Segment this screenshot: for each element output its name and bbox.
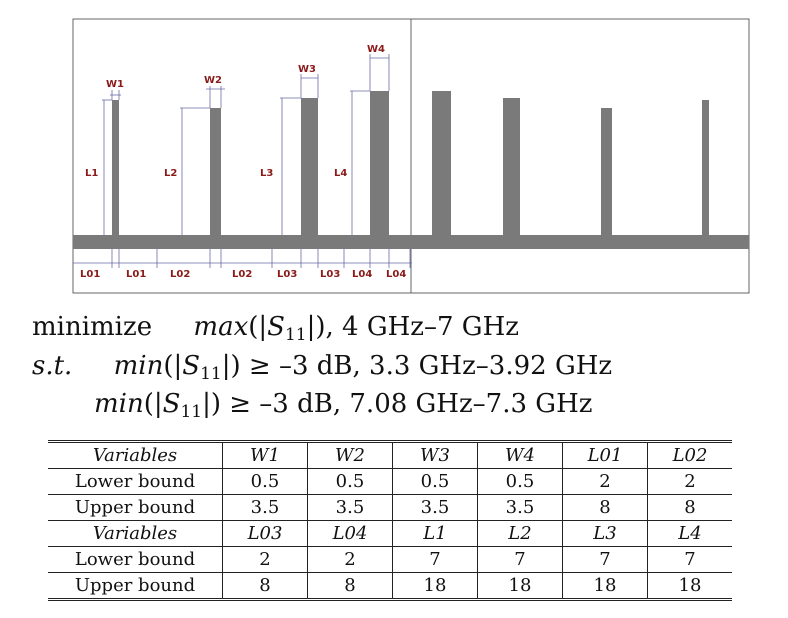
minimize-word: minimize [32,312,153,342]
table-row: Variables W1 W2 W3 W4 L01 L02 [48,440,732,469]
table-cell: 18 [477,572,563,601]
stub-4 [370,91,389,235]
row-header-cell: Upper bound [48,572,223,601]
table-cell: 7 [562,546,648,573]
stub-3 [301,98,318,235]
table-cell: L2 [477,520,563,547]
s-symbol-2: S [182,351,201,381]
table-row: Upper bound 3.5 3.5 3.5 3.5 8 8 [48,494,732,521]
stub-1 [112,100,119,235]
row-header-cell: Upper bound [48,494,223,521]
table-row: Upper bound 8 8 18 18 18 18 [48,572,732,601]
label-l01-a: L01 [80,269,100,280]
label-l4: L4 [334,168,347,179]
table-cell: L4 [647,520,732,547]
s-subscript-1: 11 [284,325,307,345]
table-cell: 8 [307,572,393,601]
constraint-range-1: ≥ –3 dB, 3.3 GHz–3.92 GHz [240,351,613,381]
row-header-cell: Variables [48,520,223,547]
table-cell: 3.5 [222,494,308,521]
table-cell: 8 [562,494,648,521]
st-word: s.t. [32,351,73,381]
objective-range: , 4 GHz–7 GHz [325,312,519,342]
table-row: Lower bound 0.5 0.5 0.5 0.5 2 2 [48,468,732,495]
table-cell: L3 [562,520,648,547]
table-cell: 8 [647,494,732,521]
label-w1: W1 [106,79,124,90]
label-l02-b: L02 [232,269,252,280]
arg-open-1: (| [248,312,268,342]
constraint-range-2: ≥ –3 dB, 7.08 GHz–7.3 GHz [220,389,593,419]
table-cell: 3.5 [307,494,393,521]
constraint-line-1: s.t. min(|S11|) ≥ –3 dB, 3.3 GHz–3.92 GH… [32,351,788,384]
table-cell: 2 [647,468,732,495]
table-cell: L04 [307,520,393,547]
table-cell: 0.5 [222,468,308,495]
label-w4: W4 [367,44,385,55]
label-l03-b: L03 [320,269,340,280]
table-cell: 8 [222,572,308,601]
table-cell: W1 [222,440,308,469]
microstrip-line [73,235,749,249]
arg-open-3: (| [143,389,163,419]
row-header-cell: Lower bound [48,546,223,573]
stub-2 [210,108,221,235]
table-cell: W3 [392,440,478,469]
table-cell: L1 [392,520,478,547]
arg-close-2: |) [221,351,241,381]
arg-open-2: (| [163,351,183,381]
table-cell: 7 [647,546,732,573]
dimension-lines [73,54,412,268]
label-l1: L1 [85,168,98,179]
variable-bounds-table: Variables W1 W2 W3 W4 L01 L02 Lower bound 0.5 0.5… [48,440,732,601]
objective-line: minimize max(|S11|), 4 GHz–7 GHz [32,312,788,345]
label-l04-b: L04 [386,269,406,280]
table-cell: 18 [562,572,648,601]
label-l04-a: L04 [352,269,372,280]
stub-8 [702,100,709,235]
table-cell: 18 [647,572,732,601]
table-cell: 0.5 [477,468,563,495]
label-l01-b: L01 [126,269,146,280]
table-cell: W4 [477,440,563,469]
label-l03-a: L03 [277,269,297,280]
table-cell: 0.5 [307,468,393,495]
row-header-cell: Lower bound [48,468,223,495]
table-cell: 3.5 [392,494,478,521]
constraint-line-2: min(|S11|) ≥ –3 dB, 7.08 GHz–7.3 GHz [94,389,788,422]
s-symbol-1: S [267,312,285,342]
table-cell: 0.5 [392,468,478,495]
min-func-2: min [94,389,144,419]
label-l2: L2 [164,168,177,179]
s-symbol-3: S [162,389,181,419]
table-cell: W2 [307,440,393,469]
max-func: max [193,312,249,342]
s-subscript-3: 11 [180,402,203,422]
table-cell: 7 [477,546,563,573]
stub-7 [601,108,612,235]
table-row: Lower bound 2 2 7 7 7 7 [48,546,732,573]
table-cell: 2 [222,546,308,573]
table-cell: L02 [647,440,732,469]
antenna-diagram: W1 W2 W3 W4 L1 L2 L3 L4 L01 L01 L02 L02 … [72,18,750,294]
min-func-1: min [113,351,164,381]
table-cell: 18 [392,572,478,601]
table-cell: L03 [222,520,308,547]
stub-5 [432,91,451,235]
label-w2: W2 [204,75,222,86]
label-w3: W3 [298,64,316,75]
table-cell: 7 [392,546,478,573]
s-subscript-2: 11 [200,364,222,384]
table-cell: L01 [562,440,648,469]
table-cell: 3.5 [477,494,563,521]
arg-close-1: |) [306,312,326,342]
row-header-cell: Variables [48,440,223,469]
table-row: Variables L03 L04 L1 L2 L3 L4 [48,520,732,547]
table-cell: 2 [562,468,648,495]
label-l02-a: L02 [170,269,190,280]
stub-6 [503,98,520,235]
table-cell: 2 [307,546,393,573]
arg-close-3: |) [202,389,221,419]
label-l3: L3 [260,168,273,179]
